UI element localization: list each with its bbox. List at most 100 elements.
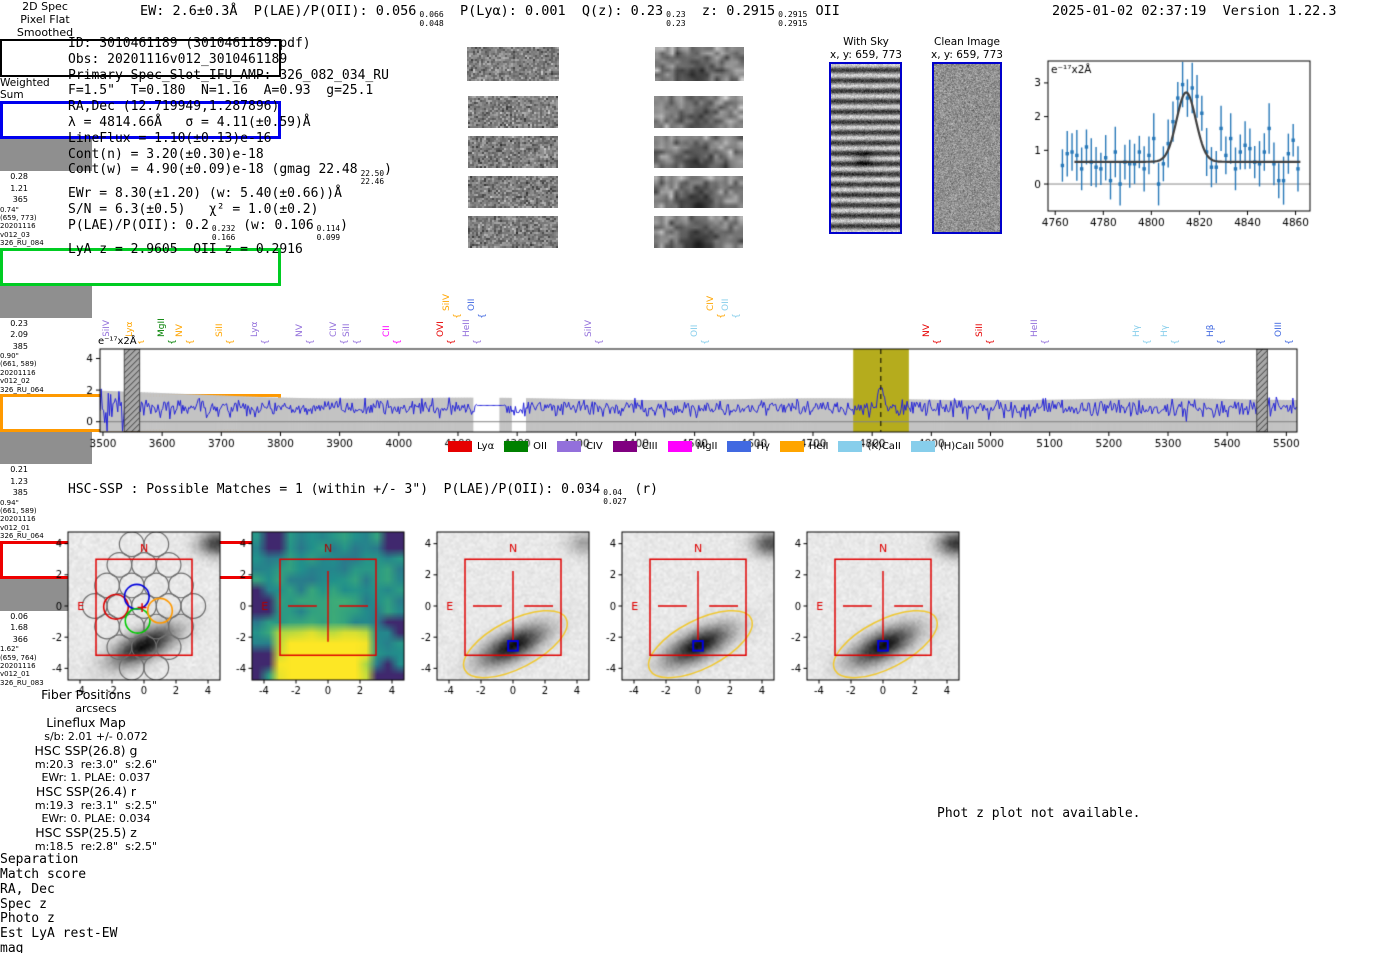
hsc_r-title: HSC SSP(26.4) r [35, 784, 137, 800]
spec2d-col-title: Smoothed [16, 26, 74, 39]
spec2d-row-smoothed [654, 176, 743, 208]
emission-line-label: OVI [436, 321, 447, 337]
clean-image-title: Clean Image x, y: 659, 773 [916, 36, 1018, 61]
hsc_g-caption2: EWr: 1. PLAE: 0.037 [41, 771, 151, 785]
clean-image-subtitle: x, y: 659, 773 [931, 48, 1003, 61]
row-annotation-line: 1.62" [0, 645, 19, 654]
emission-line-bracket: } [304, 339, 315, 345]
row-annotation-line: 20201116 [0, 368, 36, 377]
spec2d-weighted-smoothed [655, 47, 744, 81]
full-spectrum-chart [55, 336, 1345, 454]
row-weight-value: 2.09 [10, 330, 28, 340]
row-annotation-line: v012_02 [0, 377, 30, 386]
emission-line-bracket: } [1283, 339, 1294, 345]
row-weight-value: 366 [12, 634, 28, 644]
weighted-label-line: Weighted [0, 77, 50, 89]
info-line: Obs: 20201116v012_3010461189 [68, 51, 288, 67]
legend-swatch [667, 441, 692, 452]
row-annotation-line: 20201116 [0, 222, 36, 231]
spec2d-row-left-labels: 0.28 1.21 365 [0, 171, 28, 206]
spec2d-weighted-box [0, 39, 281, 77]
hsc_r-caption: m:19.3 re:3.1" s:2.5" [34, 799, 158, 813]
legend-item: MgII [667, 441, 718, 452]
spec2d-row-noise [468, 136, 558, 168]
match-table-label: Est LyA rest-EW [0, 926, 118, 942]
info-line: λ = 4814.66Å σ = 4.11(±0.59)Å [68, 114, 311, 130]
match-table-label: Separation [0, 852, 79, 868]
detection-info-block: ID: 3010461189 (3010461189.pdf) Obs: 2020… [68, 36, 392, 258]
emission-line-label: OII [467, 298, 478, 311]
info-line: S/N = 6.3(±0.5) χ² = 1.0(±0.2) [68, 202, 319, 218]
emission-line-label: NV [295, 324, 306, 337]
info-line: Cont(n) = 3.20(±0.30)e-18 [68, 146, 264, 162]
row-annotation-line: 0.90" [0, 352, 19, 361]
stacked-uncertainty: 0.04 0.027 [603, 488, 627, 506]
emission-line-bracket: } [699, 339, 710, 345]
emission-line-bracket: } [730, 313, 741, 319]
legend-label: HeII [808, 441, 829, 452]
emission-line-bracket: } [183, 339, 194, 345]
classification-summary-header: EW: 2.6±0.3Å P(LAE)/P(OII): 0.056 0.066 0.… [140, 3, 840, 29]
spec2d-col-title: Pixel Flat [20, 13, 70, 26]
match-table-label: RA, Dec [0, 881, 55, 897]
stacked-uncertainty: 0.23 0.23 [666, 9, 686, 29]
legend-swatch [556, 441, 581, 452]
row-weight-value: 1.23 [10, 476, 28, 486]
legend-label: MgII [696, 441, 718, 452]
info-line: ID: 3010461189 (3010461189.pdf) [68, 36, 311, 51]
legend-swatch [448, 441, 472, 452]
match-table-label: Match score [0, 866, 87, 882]
spectrum-ylabel: e⁻¹⁷x2Å [97, 336, 138, 347]
hsc_r-panel [586, 526, 790, 716]
spec2d-row-box [0, 101, 281, 139]
spec2d-weighted-label: Weighted Sum [0, 77, 70, 101]
legend-item: (K)CaII [838, 441, 901, 452]
row-weight-value: 385 [12, 488, 28, 498]
spec2d-row-right-annotations: 1.62" (659, 764) 20201116 v012_01 326_RU_083 [0, 645, 70, 687]
legend-swatch [504, 441, 529, 452]
lineflux_map-caption: s/b: 2.01 +/- 0.072 [44, 730, 148, 744]
spec2d-row-right-annotations: 0.94" (661, 589) 20201116 v012_01 326_RU_064 [0, 499, 70, 541]
legend-item: CIV [556, 441, 603, 452]
info-line: EWr = 8.30(±1.20) (w: 5.40(±0.66))Å [68, 186, 342, 202]
legend-item: CIII [612, 441, 658, 452]
info-line: Primary Spec_Slot_IFU_AMP: 326_082_034_R… [68, 67, 389, 83]
info-line: RA,Dec (12.719949,1.287896) [68, 99, 280, 115]
row-weight-value: 1.21 [10, 183, 28, 193]
clean-image [934, 64, 1000, 232]
row-annotation-line: (661, 589) [0, 360, 37, 369]
row-weight-value: 1.68 [10, 623, 28, 633]
legend-swatch [727, 441, 752, 452]
spec2d-row-noise [468, 216, 558, 248]
emission-line-label: SiII [975, 323, 986, 337]
legend-swatch [779, 441, 804, 452]
spec2d-row-right-annotations: 0.90" (661, 589) 20201116 v012_02 326_RU_064 [0, 352, 70, 394]
row-annotation-line: 0.94" [0, 498, 19, 507]
emission-line-label: SiII [341, 323, 352, 337]
lineflux_map-panel [216, 526, 420, 716]
info-line: P(LAE)/P(OII): 0.2 0.232 0.166 (w: 0.106 0.… [68, 217, 348, 242]
emission-line-label: Lyα [124, 321, 135, 337]
emission-line-label: NV [922, 324, 933, 337]
weighted-label-line: Sum [0, 89, 24, 101]
row-annotation-line: 326_RU_064 [0, 532, 44, 541]
emission-line-bracket: } [476, 313, 487, 319]
timestamp-version: 2025-01-02 02:37:19 Version 1.22.3 [1052, 3, 1337, 19]
emission-line-label: HeII [462, 319, 473, 337]
emission-line-label: CIV [706, 295, 717, 311]
emission-line-label: Hγ [1160, 324, 1171, 337]
with-sky-title-text: With Sky [843, 36, 889, 48]
emission-line-label: Hβ [1206, 324, 1217, 337]
lineflux_map-title: Lineflux Map [46, 715, 126, 731]
stacked-uncertainty: 0.114 0.099 [316, 224, 341, 242]
emission-line-bracket: } [165, 339, 176, 345]
match-table-label: Spec z [0, 896, 47, 912]
row-weight-value: 0.28 [10, 172, 28, 181]
row-annotation-line: (659, 773) [0, 213, 37, 222]
emission-line-bracket: } [337, 339, 348, 345]
row-annotation-line: 20201116 [0, 515, 36, 524]
emission-line-bracket: } [450, 313, 461, 319]
legend-label: CIII [641, 441, 658, 452]
emission-line-label: SiIV [441, 293, 452, 311]
